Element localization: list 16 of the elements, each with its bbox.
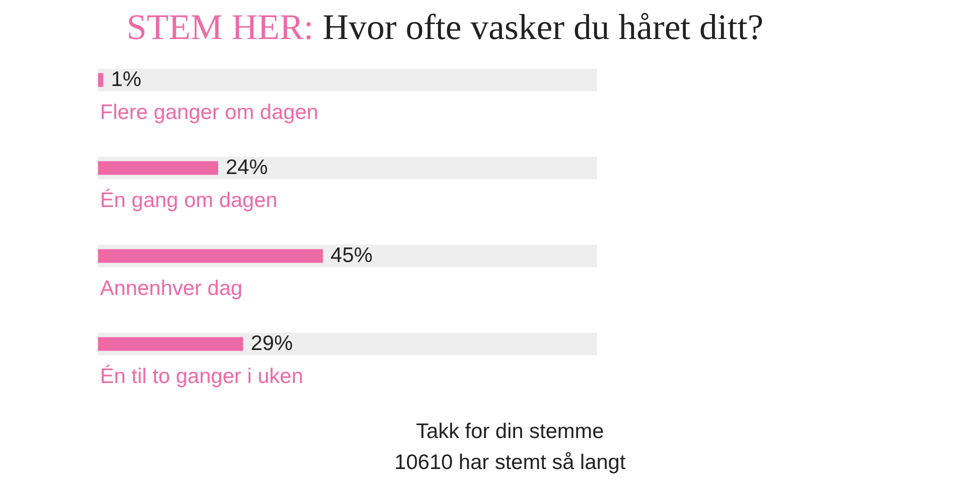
bar xyxy=(98,68,597,92)
data-label: 45% xyxy=(330,244,373,267)
annotation: Takk for din stemme xyxy=(415,419,605,445)
bar xyxy=(98,161,218,175)
y-tick-label: Én til to ganger i uken xyxy=(100,364,304,388)
y-tick-label: Én gang om dagen xyxy=(100,188,278,212)
bar xyxy=(98,337,244,351)
data-label: 1% xyxy=(110,68,142,91)
bar xyxy=(98,249,323,263)
data-label: 29% xyxy=(250,332,293,355)
data-label: 24% xyxy=(226,156,268,179)
text: 10610 har stemt så langt xyxy=(393,450,627,476)
bar xyxy=(98,73,104,87)
y-tick-label: Annenhver dag xyxy=(100,276,242,300)
y-tick-label: Flere ganger om dagen xyxy=(100,100,318,124)
chart-title: STEM HER: Hvor ofte vasker du håret ditt? xyxy=(126,6,764,48)
